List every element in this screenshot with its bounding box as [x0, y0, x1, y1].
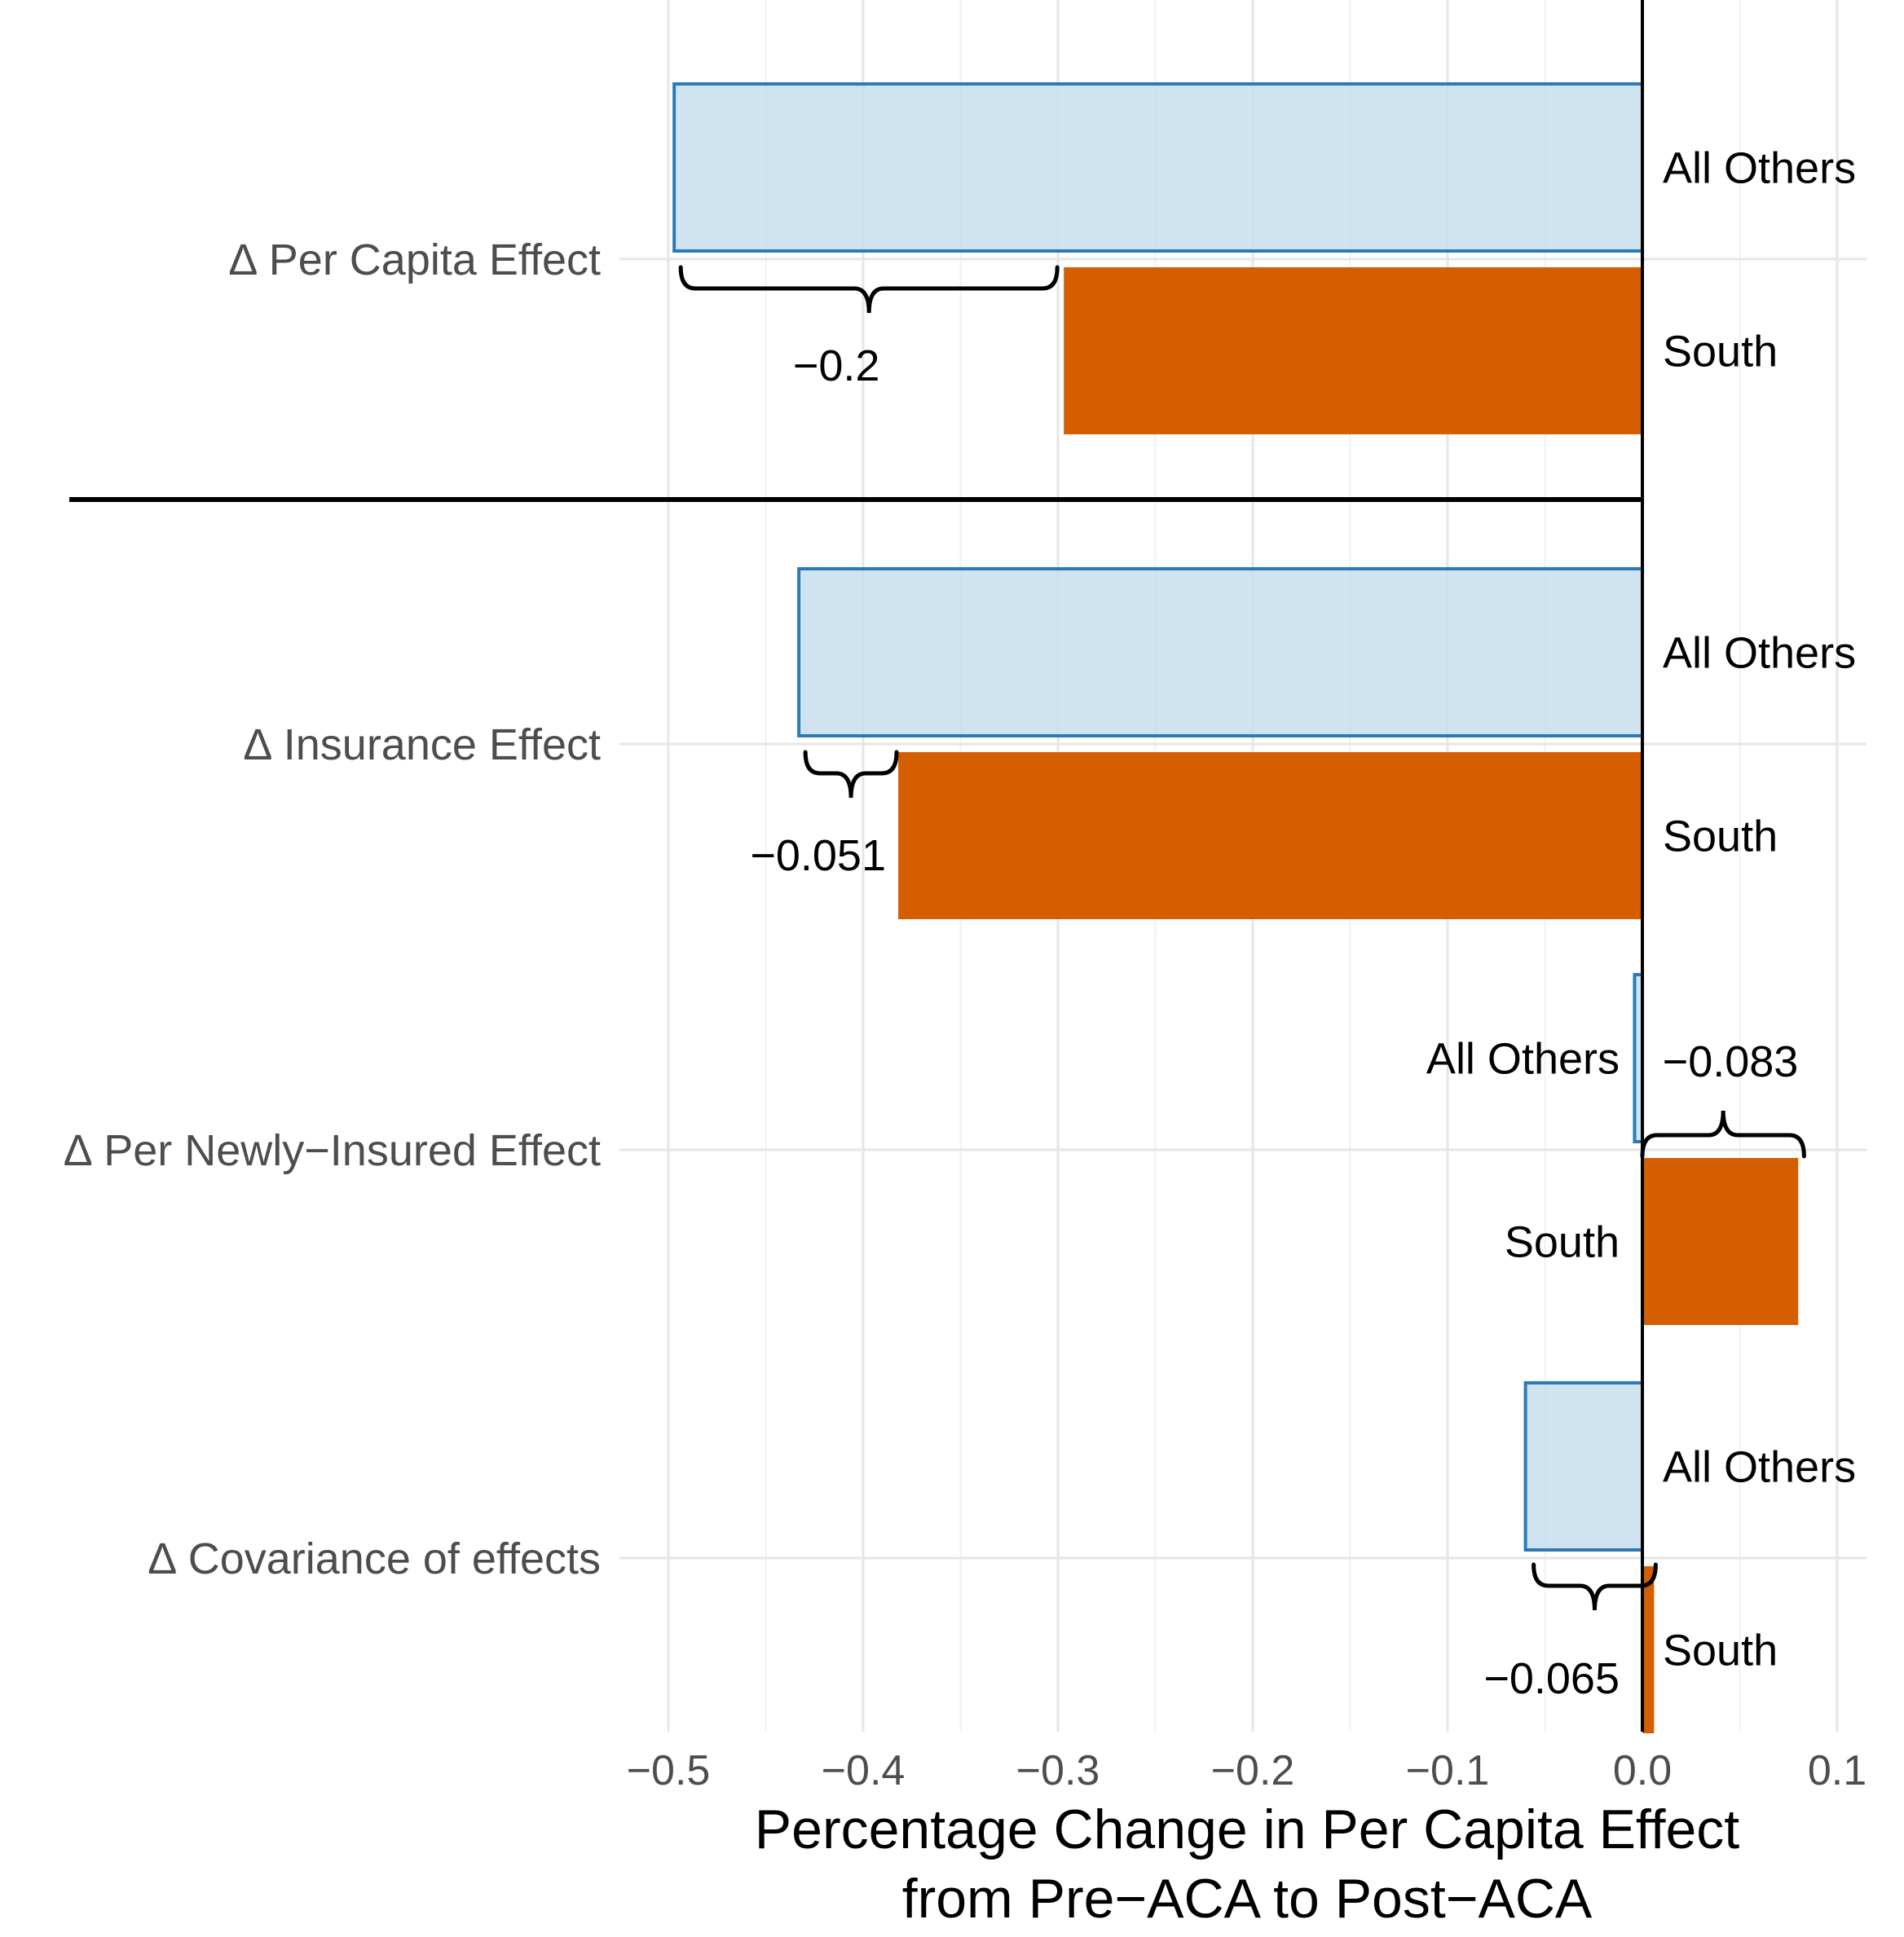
x-axis-tick-label: 0.0 [1613, 1747, 1672, 1794]
braces [678, 265, 1806, 1611]
x-axis-tick-label: −0.4 [822, 1747, 906, 1794]
brace-covariance [1532, 1562, 1658, 1611]
x-axis-tick-label: −0.5 [627, 1747, 711, 1794]
bar-label-all-others: All Others [1663, 144, 1856, 193]
difference-label: −0.065 [1483, 1654, 1620, 1703]
bars [672, 82, 1799, 1733]
bar-label-all-others: All Others [1426, 1035, 1620, 1084]
brace-per-capita [678, 265, 1060, 314]
x-axis-tick-label: −0.1 [1406, 1747, 1490, 1794]
y-axis-category-label: ∆ Insurance Effect [245, 720, 601, 769]
difference-label: −0.051 [750, 831, 886, 880]
bar-all-others [797, 567, 1644, 737]
bar-label-all-others: All Others [1663, 629, 1856, 678]
bar-all-others [672, 82, 1644, 253]
x-axis-tick-label: −0.3 [1016, 1747, 1100, 1794]
bar-label-south: South [1663, 812, 1778, 861]
bar-south [1064, 267, 1642, 434]
x-axis-title-line-2: from Pre−ACA to Post−ACA [902, 1868, 1593, 1930]
y-axis-category-label: ∆ Per Capita Effect [230, 236, 601, 284]
bar-label-south: South [1505, 1218, 1620, 1267]
difference-label: −0.2 [793, 341, 880, 390]
bar-south [1642, 1158, 1799, 1325]
brace-insurance [803, 750, 899, 799]
y-axis-category-label: ∆ Covariance of effects [149, 1534, 601, 1583]
x-axis-ticks: −0.5 −0.4 −0.3 −0.2 −0.1 0.0 0.1 [627, 1747, 1867, 1794]
brace-per-newly-insured [1640, 1110, 1806, 1159]
bar-south [1642, 1566, 1655, 1733]
x-axis-tick-label: −0.2 [1211, 1747, 1295, 1794]
x-axis-title-line-1: Percentage Change in Per Capita Effect [755, 1798, 1740, 1860]
y-axis-category-label: ∆ Per Newly−Insured Effect [64, 1126, 601, 1175]
labels: All Others South All Others South All Others… [64, 144, 1856, 1704]
bar-label-south: South [1663, 328, 1778, 376]
bar-label-all-others: All Others [1663, 1443, 1856, 1492]
difference-label: −0.083 [1663, 1037, 1799, 1086]
bar-south [898, 752, 1642, 919]
x-axis-tick-label: 0.1 [1808, 1747, 1867, 1794]
bar-label-south: South [1663, 1627, 1778, 1675]
bar-all-others [1523, 1381, 1644, 1552]
